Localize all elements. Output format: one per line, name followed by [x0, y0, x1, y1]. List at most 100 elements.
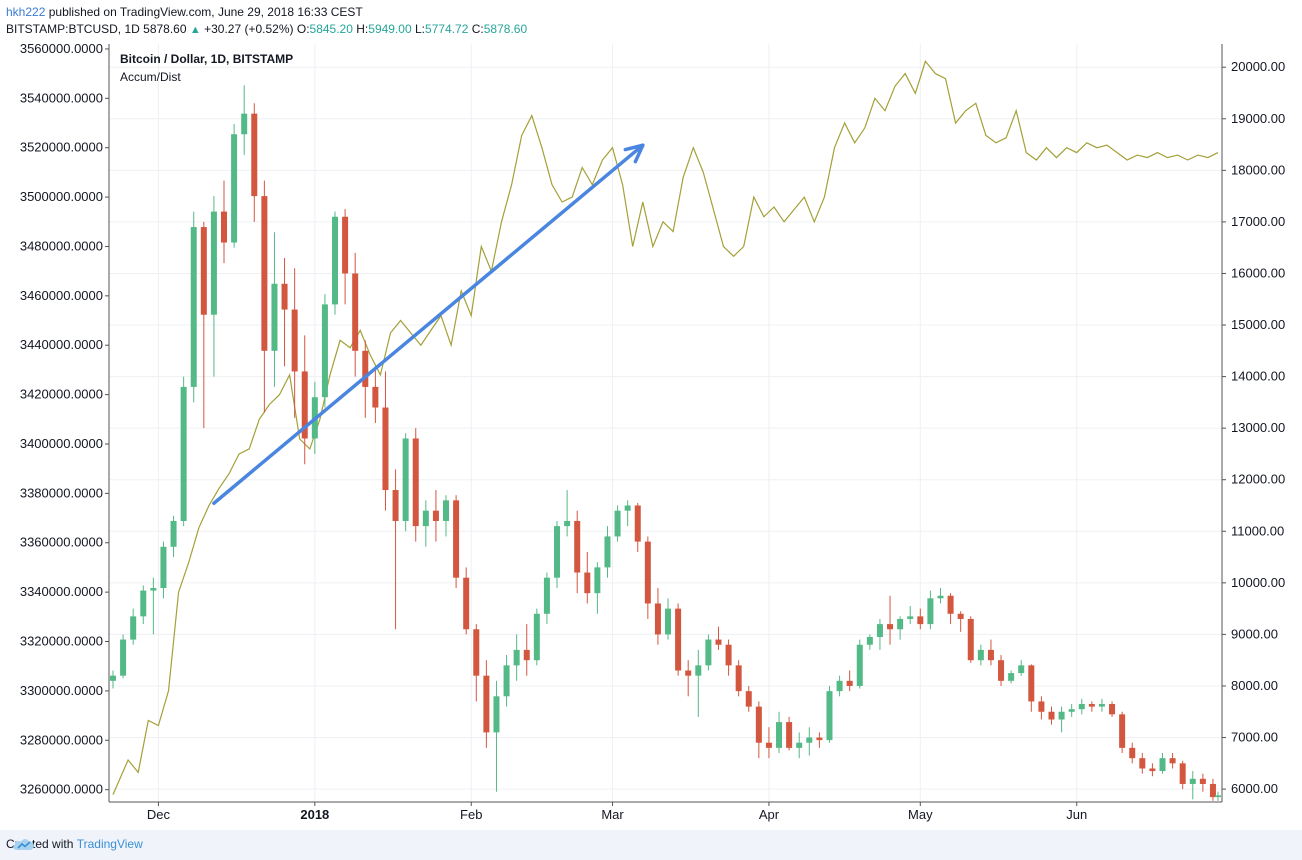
left-tick-label: 3400000.0000 — [20, 436, 103, 451]
quote-line: BITSTAMP:BTCUSD, 1D 5878.60 ▲ +30.27 (+0… — [6, 22, 527, 36]
left-tick-label: 3260000.0000 — [20, 782, 103, 797]
tradingview-link[interactable]: TradingView — [76, 837, 143, 851]
candle-down — [523, 649, 530, 661]
x-tick-label: Dec — [147, 807, 171, 822]
candle-up — [1159, 758, 1166, 772]
chart-area[interactable]: 3560000.0000 3540000.0000 3520000.0000 3500… — [0, 44, 1302, 830]
candle-up — [443, 500, 450, 521]
left-tick-label: 3540000.0000 — [20, 90, 103, 105]
candle-up — [1098, 704, 1105, 707]
left-tick-label: 3480000.0000 — [20, 238, 103, 253]
candle-up — [594, 567, 601, 594]
candle-down — [301, 371, 308, 439]
legend-title: Bitcoin / Dollar, 1D, BITSTAMP — [120, 52, 294, 66]
last-price: 5878.60 — [143, 22, 187, 36]
candle-down — [917, 616, 924, 625]
candle-up — [554, 526, 561, 578]
candle-up — [665, 608, 672, 635]
candle-down — [1048, 711, 1055, 720]
candle-down — [584, 572, 591, 594]
left-tick-label: 3300000.0000 — [20, 683, 103, 698]
right-tick-label: 17000.00 — [1231, 214, 1285, 229]
candle-down — [453, 500, 460, 578]
right-tick-label: 11000.00 — [1231, 523, 1284, 538]
candle-up — [705, 639, 712, 666]
left-tick-label: 3280000.0000 — [20, 732, 103, 747]
candle-down — [1199, 778, 1206, 784]
candle-up — [210, 211, 217, 315]
candle-down — [372, 386, 379, 408]
candle-up — [130, 616, 137, 640]
candle-up — [776, 722, 783, 748]
right-tick-label: 13000.00 — [1231, 420, 1285, 435]
candle-down — [1088, 704, 1095, 707]
candle-up — [422, 510, 429, 527]
candle-up — [1018, 665, 1025, 674]
right-tick-label: 8000.00 — [1231, 678, 1278, 693]
candle-down — [362, 350, 369, 387]
open-label: O: — [296, 22, 310, 36]
candle-down — [251, 113, 258, 197]
candle-down — [1149, 768, 1156, 772]
candle-up — [927, 598, 934, 625]
symbol-label: BITSTAMP:BTCUSD, 1D — [6, 22, 140, 36]
candle-up — [1058, 711, 1065, 720]
candle-down — [261, 196, 268, 351]
candle-down — [786, 722, 793, 748]
candle-up — [624, 505, 631, 511]
right-tick-label: 7000.00 — [1231, 730, 1278, 745]
candle-down — [998, 660, 1005, 681]
up-arrow-icon: ▲ — [189, 24, 201, 36]
candle-down — [725, 644, 732, 666]
candle-up — [513, 649, 520, 666]
candle-down — [221, 211, 228, 243]
tradingview-cloud-icon — [13, 839, 34, 850]
candle-down — [634, 505, 641, 542]
candle-down — [735, 665, 742, 692]
right-tick-label: 16000.00 — [1231, 265, 1285, 280]
candle-up — [110, 675, 116, 681]
price-chart[interactable]: 3560000.0000 3540000.0000 3520000.0000 3500… — [0, 44, 1302, 830]
candle-down — [412, 438, 419, 527]
candle-up — [190, 227, 197, 387]
change-value: +30.27 (+0.52%) — [204, 22, 294, 36]
candle-down — [1209, 783, 1216, 798]
candle-down — [463, 577, 470, 630]
candle-down — [392, 490, 399, 521]
candle-up — [1008, 673, 1015, 681]
candle-up — [1068, 709, 1075, 712]
candle-down — [846, 680, 853, 686]
candle-up — [897, 618, 904, 630]
candle-down — [1129, 747, 1136, 759]
candle-down — [755, 706, 762, 743]
low-label: L: — [415, 22, 426, 36]
candle-down — [987, 649, 994, 661]
candle-up — [241, 113, 248, 135]
candle-up — [170, 520, 177, 547]
left-tick-label: 3520000.0000 — [20, 140, 103, 155]
left-tick-label: 3500000.0000 — [20, 189, 103, 204]
candle-down — [957, 613, 964, 619]
candle-down — [200, 227, 207, 315]
author-link[interactable]: hkh222 — [6, 5, 46, 19]
x-tick-label: Feb — [460, 807, 482, 822]
trend-arrow-head — [623, 143, 645, 164]
candle-up — [907, 616, 914, 619]
candle-down — [291, 309, 298, 372]
candle-up — [564, 520, 571, 527]
candle-down — [644, 541, 651, 604]
candle-down — [1109, 704, 1116, 715]
candle-up — [271, 283, 278, 351]
close-value: 5878.60 — [483, 22, 528, 36]
candle-up — [321, 304, 328, 398]
left-tick-label: 3380000.0000 — [20, 485, 103, 500]
right-tick-label: 12000.00 — [1231, 472, 1285, 487]
candle-down — [574, 520, 581, 573]
candle-up — [533, 613, 540, 661]
candle-up — [503, 665, 510, 697]
x-tick-label: 2018 — [300, 807, 329, 822]
left-tick-label: 3320000.0000 — [20, 634, 103, 649]
candle-up — [836, 680, 843, 692]
left-tick-label: 3340000.0000 — [20, 584, 103, 599]
candle-up — [150, 588, 157, 591]
